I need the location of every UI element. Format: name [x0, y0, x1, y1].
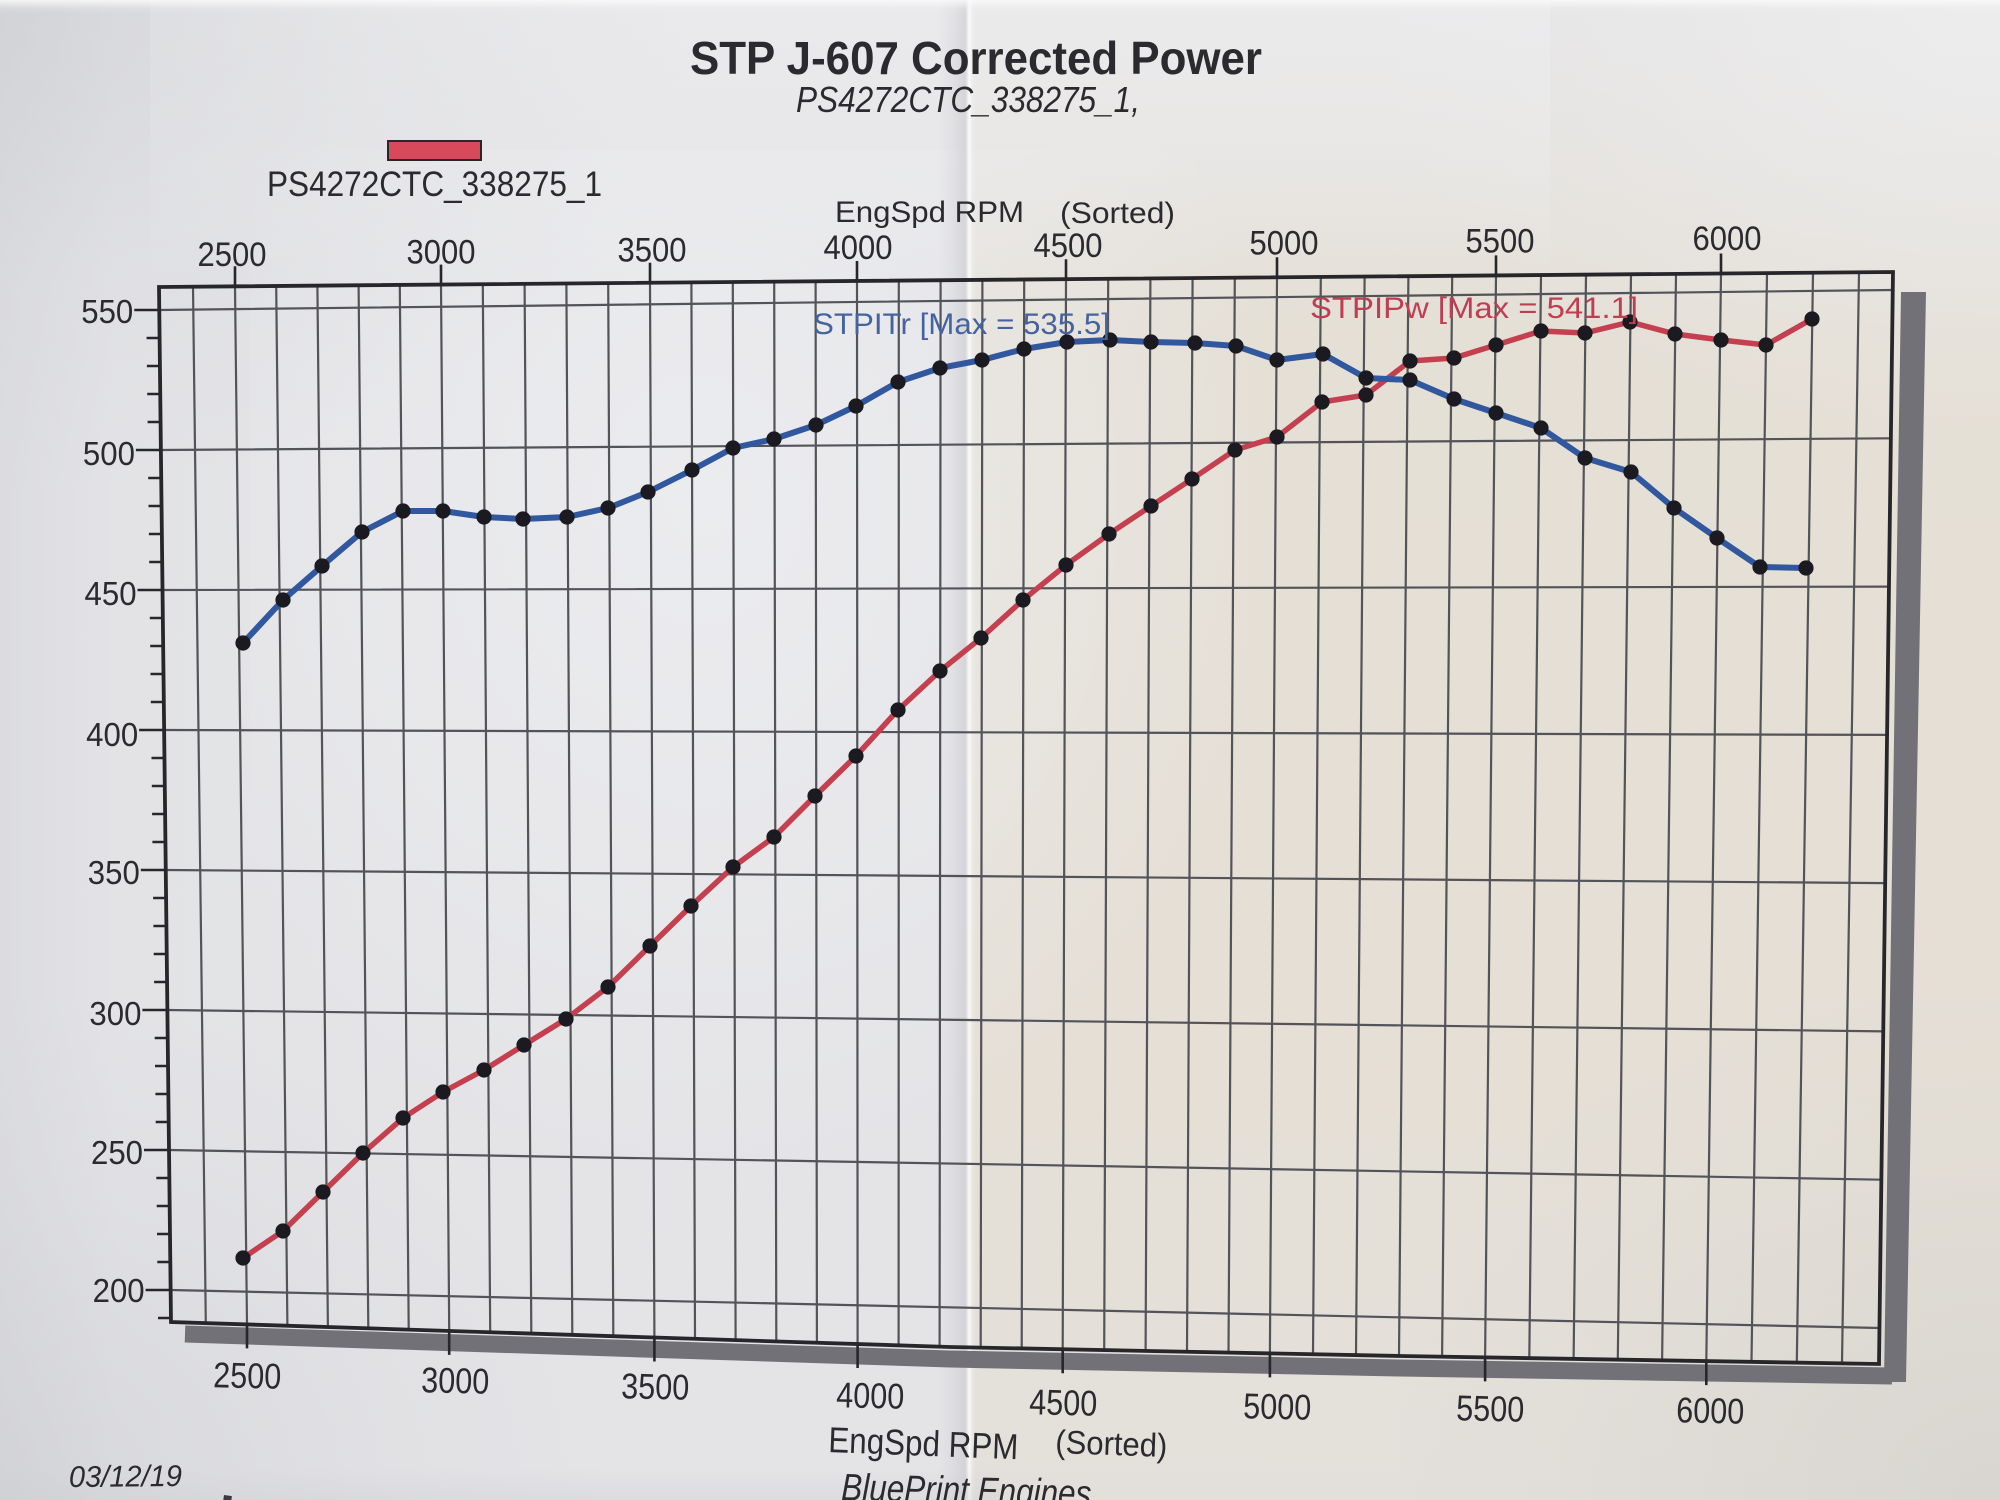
svg-text:3000: 3000 — [407, 234, 476, 272]
svg-text:3500: 3500 — [618, 231, 687, 269]
svg-text:(Sorted): (Sorted) — [1060, 197, 1175, 230]
svg-text:3500: 3500 — [621, 1365, 690, 1408]
svg-text:6000: 6000 — [1676, 1389, 1745, 1432]
svg-text:4000: 4000 — [824, 229, 893, 267]
svg-text:4500: 4500 — [1029, 1381, 1098, 1424]
svg-text:STP J-607 Corrected Power: STP J-607 Corrected Power — [690, 32, 1262, 84]
svg-text:PS4272CTC_338275_1,: PS4272CTC_338275_1, — [796, 79, 1140, 120]
svg-text:5000: 5000 — [1243, 1385, 1312, 1428]
svg-text:3000: 3000 — [421, 1359, 490, 1402]
svg-text:6000: 6000 — [1693, 220, 1762, 258]
svg-text:5500: 5500 — [1466, 222, 1535, 260]
svg-text:4000: 4000 — [836, 1374, 905, 1417]
svg-text:5000: 5000 — [1250, 225, 1319, 263]
svg-text:550: 550 — [81, 293, 133, 330]
svg-text:200: 200 — [93, 1272, 145, 1309]
svg-text:2500: 2500 — [198, 236, 267, 274]
svg-text:4500: 4500 — [1034, 227, 1103, 265]
svg-text:350: 350 — [88, 854, 140, 891]
svg-text:EngSpd RPM: EngSpd RPM — [835, 196, 1024, 229]
svg-text:STPIPw [Max = 541.1]: STPIPw [Max = 541.1] — [1310, 292, 1638, 325]
svg-text:PS4272CTC_338275_1: PS4272CTC_338275_1 — [267, 165, 602, 204]
svg-text:250: 250 — [91, 1134, 143, 1171]
svg-text:500: 500 — [83, 435, 135, 472]
svg-text:450: 450 — [85, 575, 137, 612]
svg-text:EngSpd RPM: EngSpd RPM — [828, 1419, 1019, 1467]
svg-text:5500: 5500 — [1456, 1387, 1525, 1430]
svg-text:2500: 2500 — [213, 1354, 282, 1397]
svg-text:BluePrint Engines: BluePrint Engines — [841, 1467, 1092, 1500]
svg-text:STPITr [Max = 535.5]: STPITr [Max = 535.5] — [813, 308, 1110, 341]
svg-text:400: 400 — [86, 716, 138, 753]
svg-text:(Sorted): (Sorted) — [1055, 1423, 1168, 1464]
svg-text:300: 300 — [89, 995, 141, 1032]
svg-text:03/12/19: 03/12/19 — [69, 1460, 183, 1494]
